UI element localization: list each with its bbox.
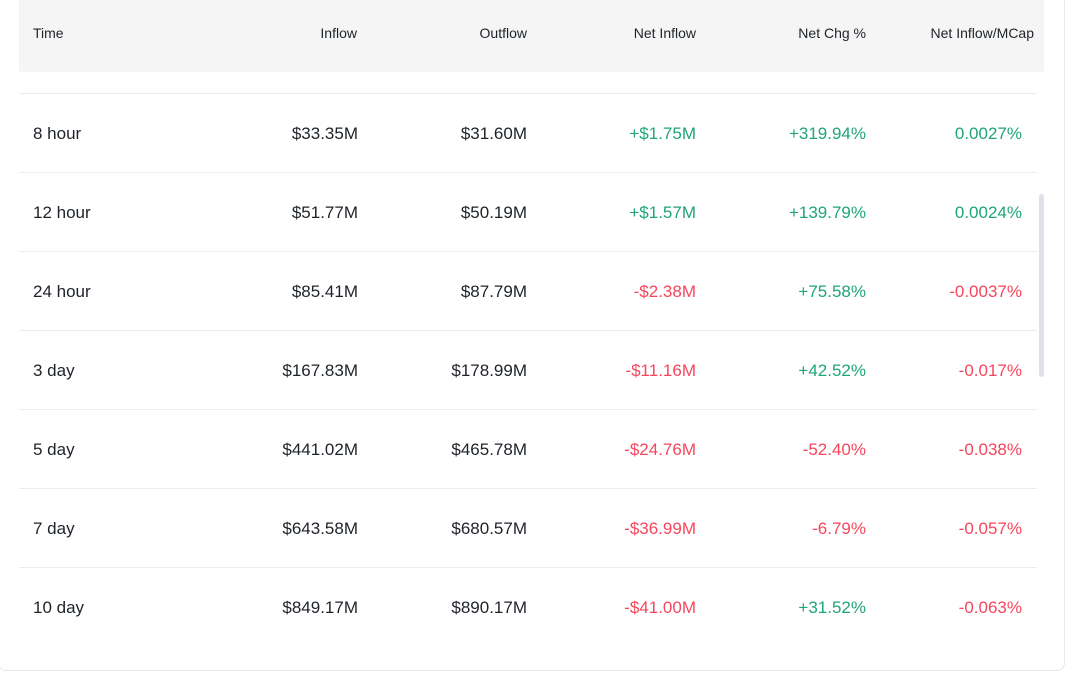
cell-inflow: $643.58M [282, 519, 358, 538]
table-row: 12 hour $51.77M $50.19M +$1.57M +139.79%… [19, 172, 1037, 251]
cell-outflow: $680.57M [451, 519, 527, 538]
cell-inflow: $51.77M [291, 203, 358, 222]
cell-outflow: $465.78M [451, 440, 527, 459]
cell-outflow: $31.60M [460, 124, 527, 143]
cell-time: 24 hour [33, 282, 91, 301]
cell-net-inflow-mcap: -0.0037% [949, 282, 1022, 301]
cell-net-inflow: -$11.16M [625, 361, 696, 380]
cell-time: 8 hour [33, 124, 82, 143]
cell-net-inflow: +$1.57M [629, 203, 696, 222]
cell-time: 10 day [33, 598, 85, 617]
cell-net-inflow-mcap: -0.017% [958, 361, 1022, 380]
table-row: 8 hour $33.35M $31.60M +$1.75M +319.94% … [19, 93, 1037, 172]
cell-net-inflow-mcap: 0.0024% [954, 203, 1022, 222]
cell-time: 7 day [33, 519, 75, 538]
cell-net-chg: -6.79% [812, 519, 866, 538]
cell-time: 3 day [33, 361, 75, 380]
vertical-scrollbar[interactable] [1039, 194, 1044, 377]
cell-net-inflow-mcap: -0.063% [958, 598, 1022, 617]
cell-net-chg: +42.52% [798, 361, 866, 380]
cell-net-chg: -52.40% [802, 440, 866, 459]
cell-net-inflow: +$1.75M [629, 124, 696, 143]
header-net-chg[interactable]: Net Chg % [798, 25, 866, 41]
header-net-inflow-mcap[interactable]: Net Inflow/MCap [930, 25, 1034, 41]
table-row: 24 hour $85.41M $87.79M -$2.38M +75.58% … [19, 251, 1037, 330]
table-row: 7 day $643.58M $680.57M -$36.99M -6.79% … [19, 488, 1037, 567]
header-time[interactable]: Time [33, 25, 64, 41]
header-outflow[interactable]: Outflow [479, 25, 527, 41]
table-row: 5 day $441.02M $465.78M -$24.76M -52.40%… [19, 409, 1037, 488]
cell-net-chg: +31.52% [798, 598, 866, 617]
cell-inflow: $849.17M [282, 598, 358, 617]
header-inflow[interactable]: Inflow [320, 25, 357, 41]
cell-net-inflow: -$36.99M [624, 519, 696, 538]
cell-outflow: $87.79M [460, 282, 527, 301]
cell-net-inflow: -$24.76M [624, 440, 696, 459]
table-body: 8 hour $33.35M $31.60M +$1.75M +319.94% … [19, 93, 1037, 646]
cell-inflow: $441.02M [282, 440, 358, 459]
cell-net-inflow: -$2.38M [633, 282, 696, 301]
cell-net-chg: +319.94% [788, 124, 866, 143]
cell-net-chg: +75.58% [798, 282, 866, 301]
table-row: 10 day $849.17M $890.17M -$41.00M +31.52… [19, 567, 1037, 646]
cell-net-inflow: -$41.00M [624, 598, 696, 617]
cell-net-inflow-mcap: -0.038% [958, 440, 1022, 459]
cell-time: 5 day [33, 440, 75, 459]
cell-inflow: $167.83M [282, 361, 358, 380]
cell-outflow: $890.17M [451, 598, 527, 617]
cell-net-inflow-mcap: 0.0027% [954, 124, 1022, 143]
header-net-inflow[interactable]: Net Inflow [633, 25, 696, 41]
cell-time: 12 hour [33, 203, 91, 222]
cell-inflow: $85.41M [291, 282, 358, 301]
cell-net-chg: +139.79% [788, 203, 866, 222]
cell-outflow: $178.99M [451, 361, 527, 380]
table-header: Time Inflow Outflow Net Inflow Net Chg %… [19, 0, 1044, 72]
cell-outflow: $50.19M [460, 203, 527, 222]
table-row: 3 day $167.83M $178.99M -$11.16M +42.52%… [19, 330, 1037, 409]
cell-net-inflow-mcap: -0.057% [958, 519, 1022, 538]
cell-inflow: $33.35M [291, 124, 358, 143]
